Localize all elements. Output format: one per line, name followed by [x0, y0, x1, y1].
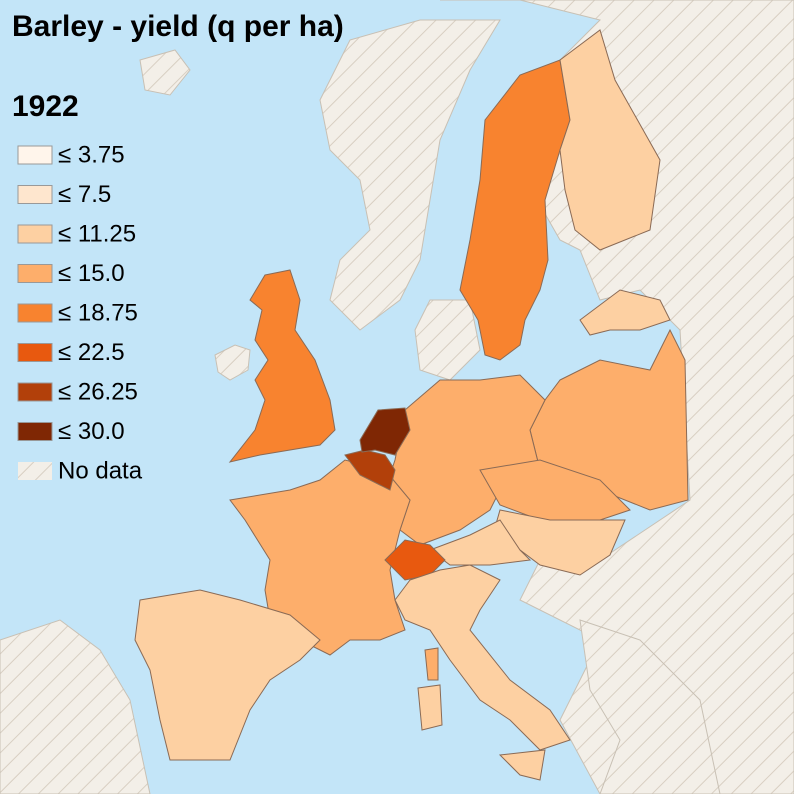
legend-label: ≤ 7.5 — [58, 181, 111, 208]
legend: ≤ 3.75 ≤ 7.5 ≤ 11.25 ≤ 15.0 ≤ 18.75 ≤ 22.5 ≤ 2… — [17, 141, 143, 484]
region — [228, 269, 336, 463]
legend-label: ≤ 22.5 — [58, 339, 125, 366]
region — [579, 289, 671, 336]
legend-label: ≤ 30.0 — [58, 418, 125, 445]
region — [424, 647, 439, 681]
region — [359, 407, 411, 456]
region — [417, 684, 443, 731]
legend-swatch — [17, 382, 53, 402]
legend-label: No data — [58, 457, 143, 484]
legend-label: ≤ 11.25 — [58, 220, 136, 247]
legend-swatch — [17, 422, 53, 441]
year-label: 1922 — [12, 90, 79, 123]
region — [229, 459, 411, 656]
legend-label: ≤ 18.75 — [58, 299, 138, 326]
legend-label: ≤ 26.25 — [58, 378, 138, 405]
region — [428, 519, 532, 566]
legend-swatch — [17, 224, 53, 244]
region — [134, 589, 321, 761]
region — [384, 539, 446, 581]
region — [559, 29, 661, 251]
legend-swatch — [17, 145, 53, 165]
legend-swatch — [17, 343, 53, 362]
legend-label: ≤ 3.75 — [58, 141, 125, 168]
legend-label: ≤ 15.0 — [58, 260, 125, 287]
legend-swatch — [17, 185, 53, 204]
legend-swatch — [18, 462, 52, 480]
region — [498, 749, 546, 781]
region — [394, 564, 571, 751]
countries — [134, 29, 689, 781]
legend-swatch — [17, 303, 53, 323]
map-title: Barley - yield (q per ha) — [12, 10, 344, 43]
legend-swatch — [17, 264, 53, 283]
